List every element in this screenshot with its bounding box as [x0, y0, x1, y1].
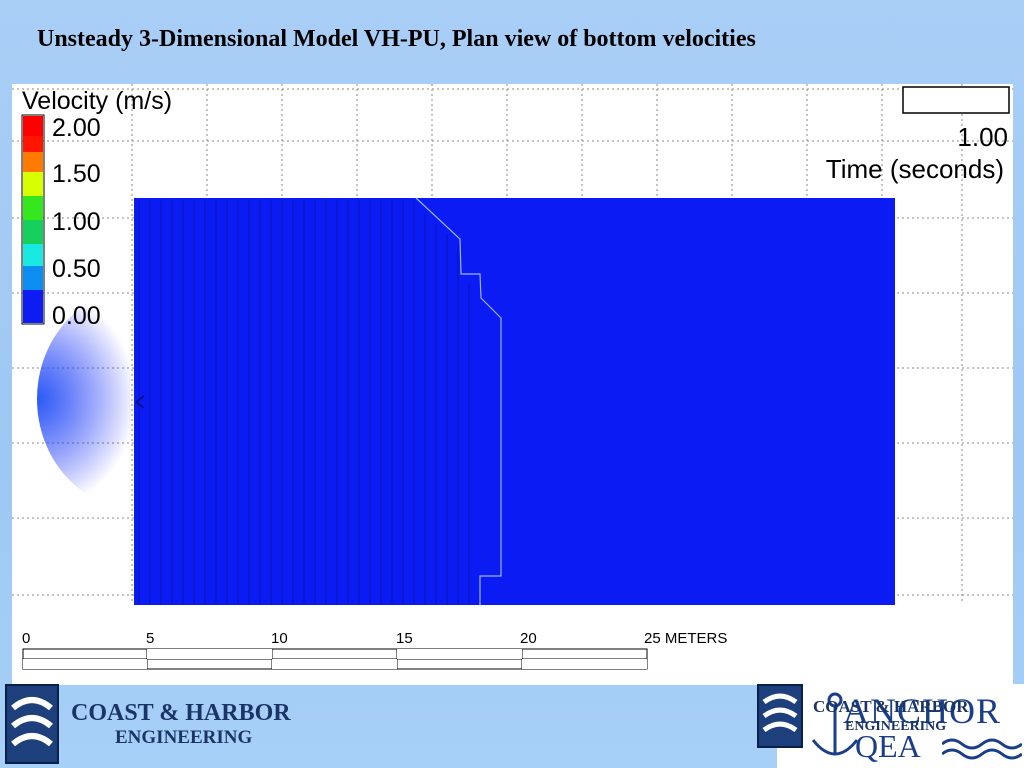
coast-harbor-logo: COAST & HARBOR ENGINEERING [5, 684, 335, 764]
legend-swatch-2 [23, 152, 43, 172]
velocity-field [37, 197, 895, 605]
scale-tick-0: 0 [22, 630, 30, 647]
scale-seg-4 [522, 659, 647, 669]
legend-swatch-0 [23, 116, 43, 136]
inflow-region [37, 289, 237, 509]
wave-mark-icon [942, 738, 1022, 760]
time-box [902, 86, 1010, 114]
anchor-qea-logo: ANCHOR QEA COAST & HARBOR ENGINEERING [757, 684, 1024, 768]
legend-title: Velocity (m/s) [22, 87, 172, 115]
right-logo-company-name: COAST & HARBOR [813, 697, 969, 716]
legend-swatch-4 [23, 196, 43, 220]
time-value: 1.00 [957, 122, 1008, 152]
right-logo-company-subtitle: ENGINEERING [845, 719, 947, 734]
slide-title: Unsteady 3-Dimensional Model VH-PU, Plan… [37, 26, 756, 52]
velocity-plot: Velocity (m/s) 2.00 1.50 1.00 0.50 0.00 … [12, 84, 1013, 670]
velocity-legend: Velocity (m/s) 2.00 1.50 1.00 0.50 0.00 [21, 87, 172, 330]
legend-swatch-8 [23, 290, 43, 323]
legend-label-1.00: 1.00 [52, 208, 101, 236]
time-label: Time (seconds) [826, 154, 1004, 184]
wave-logo-icon-right [757, 684, 803, 748]
scale-tick-5: 5 [146, 630, 154, 647]
logo-company-name: COAST & HARBOR [71, 700, 291, 726]
scale-tick-20: 20 [520, 630, 537, 647]
scale-seg-0 [23, 659, 147, 669]
legend-swatch-5 [23, 220, 43, 244]
legend-bar-frame [21, 114, 45, 325]
legend-swatch-1 [23, 136, 43, 156]
field-domain [134, 198, 895, 605]
logo-company-subtitle: ENGINEERING [115, 727, 253, 748]
qea-brand-text: QEA [855, 728, 921, 764]
scale-tick-10: 10 [271, 630, 288, 647]
scale-seg-3 [397, 649, 522, 659]
scale-seg-1 [147, 649, 272, 659]
scale-bar: 0 5 10 15 20 25 METERS [22, 630, 727, 670]
anchor-brand-text: ANCHOR [843, 691, 1002, 731]
legend-label-2.00: 2.00 [52, 114, 101, 142]
velocity-vectors [138, 200, 470, 605]
inflow-arrow [135, 395, 145, 409]
legend-label-1.50: 1.50 [52, 160, 101, 188]
legend-label-0.50: 0.50 [52, 255, 101, 283]
legend-swatch-6 [23, 244, 43, 266]
anchor-icon [811, 692, 859, 756]
scale-tick-15: 15 [396, 630, 413, 647]
scale-seg-2 [272, 659, 397, 669]
velocity-plot-panel: Velocity (m/s) 2.00 1.50 1.00 0.50 0.00 … [12, 84, 1013, 685]
wetting-front-line [415, 197, 502, 605]
scale-end-label: 25 METERS [644, 630, 727, 647]
legend-label-0.00: 0.00 [52, 302, 101, 330]
wave-logo-icon [5, 684, 59, 764]
legend-swatch-7 [23, 266, 43, 290]
time-display: 1.00 Time (seconds) [826, 86, 1010, 184]
legend-swatch-3 [23, 172, 43, 196]
